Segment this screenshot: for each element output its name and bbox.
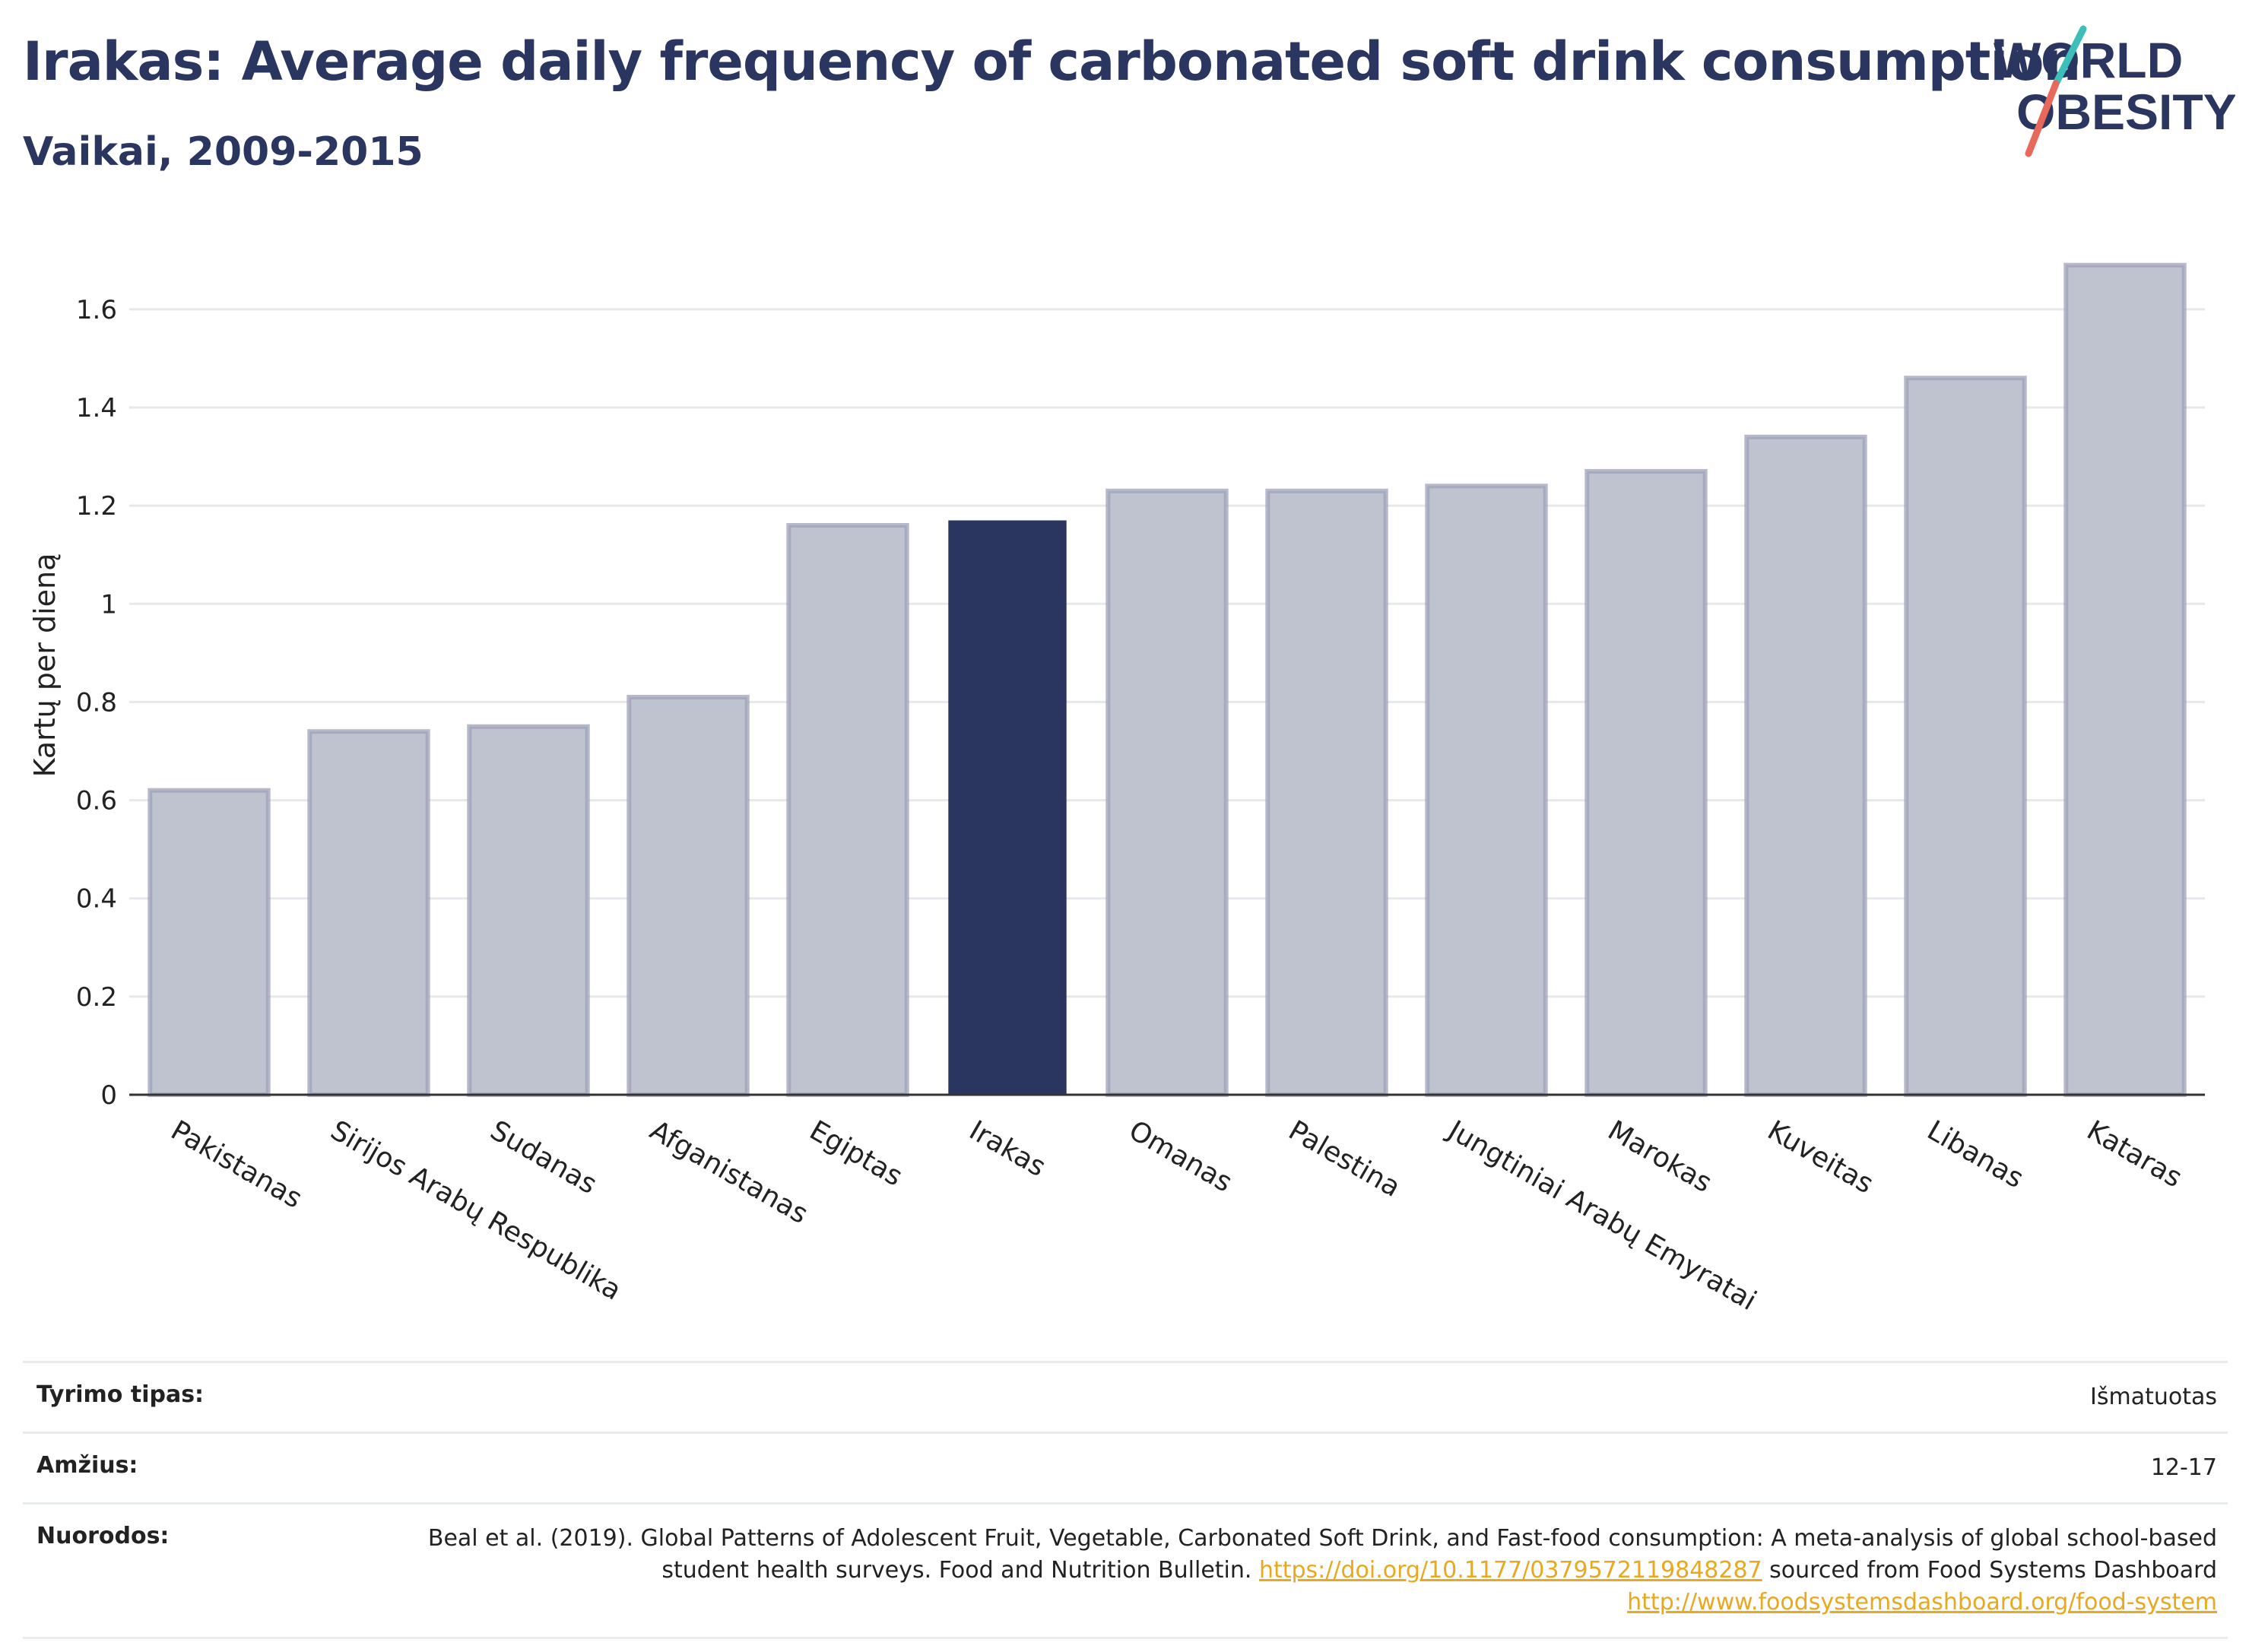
age-value: 12-17 [2150,1454,2217,1481]
info-row-study-type: Tyrimo tipas: Išmatuotas [23,1362,2228,1433]
bar [1425,484,1548,1098]
x-category-label: Libanas [1922,1115,2029,1194]
x-category-label: Sirijos Arabų Respublika [325,1115,626,1306]
bar-highlighted [948,520,1067,1095]
chart-title: Irakas: Average daily frequency of carbo… [23,30,2081,93]
study-type-label: Tyrimo tipas: [36,1381,205,1408]
references-text-2: sourced from Food Systems Dashboard [1762,1557,2217,1584]
x-category-label: Afganistanas [645,1115,814,1230]
bar [1744,434,1867,1097]
bar [1584,468,1708,1097]
bar [786,522,909,1097]
bar [1904,376,2027,1097]
bar [2063,262,2187,1098]
x-category-label: Irakas [964,1115,1051,1183]
food-systems-dashboard-link[interactable]: http://www.foodsystemsdashboard.org/food… [1627,1589,2217,1616]
logo-slash-coral [2025,80,2060,157]
y-tick-label: 0 [100,1080,117,1111]
y-tick-label: 1.4 [76,393,117,423]
study-type-value: Išmatuotas [2090,1384,2217,1410]
x-category-label: Omanas [1124,1115,1238,1198]
bar-chart: 0 0.2 0.4 0.6 0.8 1 1.2 1.4 1.6 Pakistanas Sirijo… [28,262,2205,1317]
x-category-label: Sudanas [485,1115,602,1200]
y-tick-label: 1.6 [76,295,117,325]
x-category-label: Marokas [1603,1115,1718,1199]
chart-subtitle: Vaikai, 2009-2015 [23,129,423,175]
x-category-label: Palestina [1283,1115,1406,1203]
bars [148,262,2187,1098]
y-axis-title: Kartų per dieną [28,553,62,778]
bar [148,788,271,1098]
x-category-label: Egiptas [804,1115,908,1192]
bar [1105,488,1229,1097]
doi-link[interactable]: https://doi.org/10.1177/0379572119848287 [1258,1557,1762,1584]
y-tick-label: 1.2 [76,491,117,522]
x-category-label: Pakistanas [166,1115,307,1214]
x-category-label: Kataras [2082,1115,2187,1194]
references-value: Beal et al. (2019). Global Patterns of A… [354,1504,2228,1638]
x-category-labels: Pakistanas Sirijos Arabų RespublikaSudana… [166,1114,2187,1317]
y-tick-labels: 0 0.2 0.4 0.6 0.8 1 1.2 1.4 1.6 [76,295,117,1111]
info-row-references: Nuorodos: Beal et al. (2019). Global Pat… [23,1503,2228,1638]
info-table: Tyrimo tipas: Išmatuotas Amžius: 12-17 N… [23,1361,2228,1639]
references-text-1: Beal et al. (2019). Global Patterns of A… [427,1525,2217,1584]
bar [467,724,590,1097]
bar [626,694,750,1097]
y-tick-label: 0.6 [76,786,117,816]
y-tick-label: 1 [100,589,117,620]
y-tick-label: 0.2 [76,982,117,1013]
x-category-label: Jungtiniai Arabų Emyratai [1442,1114,1762,1317]
age-label: Amžius: [36,1452,138,1479]
logo-slash-teal [2052,25,2087,87]
info-row-age: Amžius: 12-17 [23,1432,2228,1504]
x-category-label: Kuveitas [1762,1115,1879,1200]
logo-text-world: WORLD [1994,32,2183,88]
y-tick-label: 0.8 [76,687,117,718]
bar [1265,488,1388,1097]
references-label: Nuorodos: [36,1523,170,1549]
bar [307,729,430,1098]
world-obesity-logo: WORLD OBESITY [1994,25,2235,157]
y-tick-label: 0.4 [76,884,117,915]
